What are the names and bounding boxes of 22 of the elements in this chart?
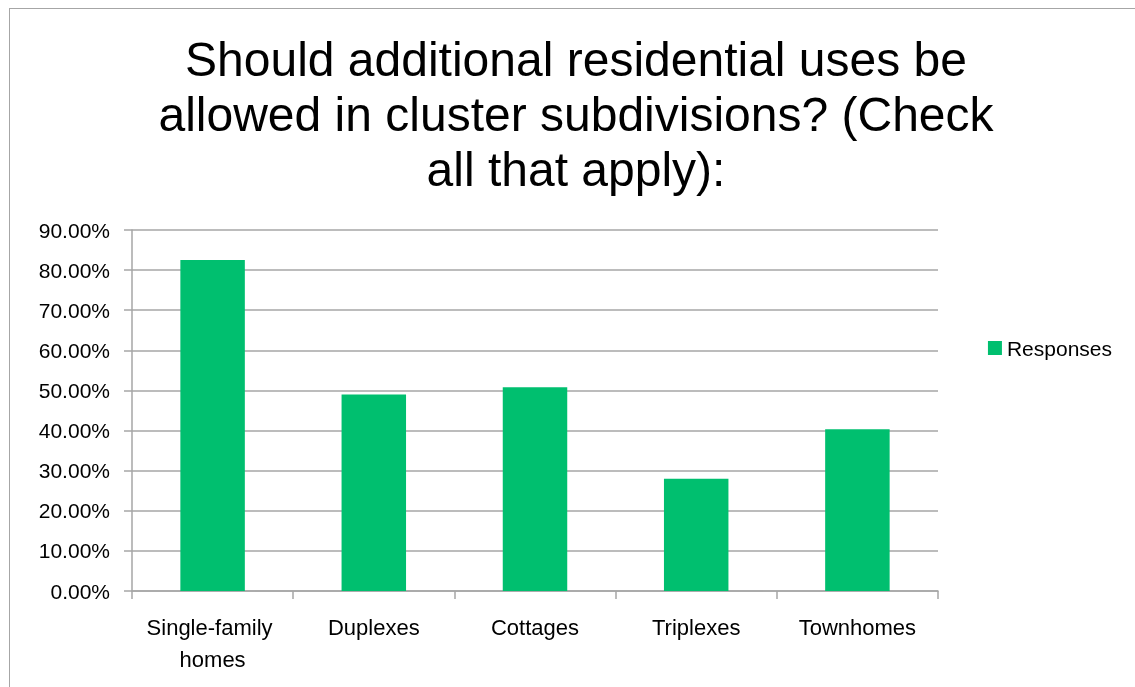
y-tick-label: 60.00%	[38, 338, 110, 362]
x-tick-label: Cottages	[490, 614, 580, 640]
y-tick-label: 0.00%	[50, 579, 110, 603]
y-tick-label: 10.00%	[38, 539, 110, 563]
legend-label: Responses	[1006, 336, 1112, 360]
y-tick-label: 70.00%	[38, 298, 110, 322]
x-tick-label: Single-family homes	[146, 614, 279, 672]
x-tick-label: Townhomes	[798, 614, 917, 640]
y-tick-label: 80.00%	[38, 258, 110, 282]
x-tick-label: Triplexes	[651, 614, 741, 640]
y-tick-label: 90.00%	[38, 218, 110, 242]
y-tick-label: 30.00%	[38, 459, 110, 483]
x-tick-label: Duplexes	[327, 614, 420, 640]
bar	[180, 260, 245, 591]
bar	[825, 429, 890, 591]
chart-title: Should additional residential uses be allowed in cluster subdivisions? (Check all that apply):	[157, 32, 995, 197]
bar	[502, 387, 568, 591]
y-tick-label: 20.00%	[38, 499, 110, 523]
y-tick-label: 40.00%	[38, 419, 110, 443]
bar	[341, 394, 407, 591]
bar	[663, 478, 729, 591]
y-tick-label: 50.00%	[38, 378, 110, 402]
